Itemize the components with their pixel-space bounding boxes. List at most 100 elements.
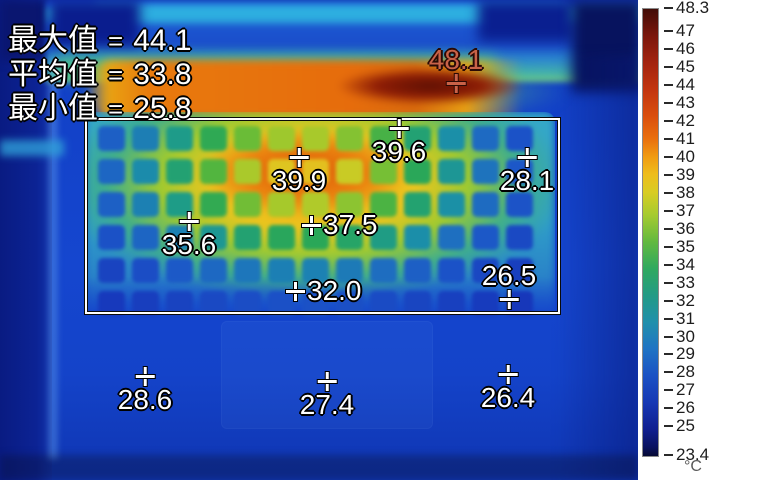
colorbar-tick-label: 48.3	[676, 0, 710, 17]
keyboard-key	[166, 291, 193, 316]
keyboard-key	[404, 159, 431, 184]
colorbar-tick	[664, 317, 673, 320]
cross-marker-icon	[289, 148, 309, 167]
keyboard-key	[336, 258, 363, 283]
colorbar-tick	[664, 227, 673, 230]
dark-patch	[478, 0, 573, 42]
keyboard-key	[370, 192, 397, 217]
colorbar-tick	[664, 407, 673, 410]
colorbar-tick	[664, 454, 673, 456]
colorbar-tick	[664, 7, 673, 9]
colorbar-tick-label: 36	[676, 218, 695, 238]
equals-sign: =	[108, 60, 124, 90]
keyboard-key	[132, 291, 159, 316]
colorbar-tick-label: 45	[676, 57, 695, 77]
keyboard-key	[404, 258, 431, 283]
background-left-strip	[0, 0, 52, 480]
stats-readout: 最大值 = 44.1 平均值 = 33.8 最小值 = 25.8	[8, 24, 192, 126]
colorbar-tick-label: 26	[676, 398, 695, 418]
stat-avg-label: 平均值	[8, 58, 98, 91]
colorbar-unit: °C	[684, 458, 702, 475]
keyboard-key	[438, 159, 465, 184]
keyboard-key	[302, 291, 329, 316]
colorbar-tick-label: 42	[676, 111, 695, 131]
measurement-region-rectangle	[85, 118, 560, 314]
keyboard-key	[472, 291, 499, 316]
stat-avg-value: 33.8	[133, 58, 192, 91]
stat-max-value: 44.1	[133, 24, 192, 57]
colorbar-tick	[664, 30, 673, 33]
keyboard-key	[268, 192, 295, 217]
cross-marker-icon	[302, 215, 321, 235]
keyboard-key	[336, 192, 363, 217]
colorbar-tick	[664, 281, 673, 284]
stat-min: 最小值 = 25.8	[8, 92, 192, 126]
background-corner	[0, 0, 50, 60]
keyboard-key	[370, 126, 397, 151]
keyboard-key	[302, 225, 329, 250]
keyboard-key	[200, 126, 227, 151]
keyboard-key	[234, 126, 261, 151]
keyboard-key	[370, 225, 397, 250]
keyboard-key	[98, 126, 125, 151]
keyboard-key	[404, 126, 431, 151]
keyboard-key	[200, 225, 227, 250]
keyboard-key	[472, 159, 499, 184]
colorbar-tick-label: 28	[676, 362, 695, 382]
colorbar-tick	[664, 66, 673, 69]
measurement-label: 32.0	[307, 275, 362, 306]
keyboard-key	[200, 258, 227, 283]
keyboard-key	[404, 225, 431, 250]
colorbar-tick	[664, 138, 673, 141]
keyboard-key	[438, 192, 465, 217]
measurement-label: 48.1	[428, 44, 484, 75]
keyboard-key	[336, 159, 363, 184]
measurement-label: 39.6	[371, 136, 427, 167]
colorbar-tick-label: 39	[676, 164, 695, 184]
keyboard-key	[472, 192, 499, 217]
cross-marker-icon	[317, 372, 337, 391]
colorbar-tick-label: 31	[676, 308, 695, 328]
keyboard-key	[98, 225, 125, 250]
colorbar-tick-label: 33	[676, 272, 695, 292]
keyboard-key	[438, 126, 465, 151]
keyboard-key	[234, 291, 261, 316]
colorbar-tick-label: 34	[676, 254, 695, 274]
keyboard-key	[268, 258, 295, 283]
colorbar-tick-label: 30	[676, 326, 695, 346]
colorbar-tick	[664, 102, 673, 105]
screen-cyan-streak	[95, 5, 565, 21]
colorbar-tick	[664, 353, 673, 356]
cross-marker-icon	[498, 365, 518, 384]
bottom-shadow	[0, 455, 638, 480]
colorbar-tick	[664, 48, 673, 51]
keyboard-key	[506, 258, 533, 283]
colorbar-tick	[664, 263, 673, 266]
keyboard-key	[268, 126, 295, 151]
measurement-label: 28.1	[499, 165, 555, 196]
stat-min-label: 最小值	[8, 92, 98, 125]
colorbar-tick	[664, 371, 673, 374]
keyboard-key	[268, 291, 295, 316]
thermal-image	[0, 0, 638, 480]
keyboard-key	[506, 159, 533, 184]
colorbar-tick-label: 38	[676, 182, 695, 202]
keyboard-keys	[98, 126, 533, 316]
measurement-point-28-6: 28.6	[118, 367, 172, 414]
cross-marker-icon	[135, 367, 155, 386]
colorbar-tick	[664, 299, 673, 302]
measurement-point-39-6: 39.6	[371, 119, 427, 167]
keyboard-key	[506, 192, 533, 217]
keyboard-key	[98, 192, 125, 217]
measurement-point-48-1: 48.1	[428, 44, 484, 93]
colorbar-tick-label: 40	[676, 147, 695, 166]
measurement-label: 26.5	[481, 260, 537, 291]
keyboard-key	[268, 159, 295, 184]
keyboard-key	[98, 291, 125, 316]
keyboard-key	[370, 291, 397, 316]
colorbar-tick	[664, 84, 673, 87]
keyboard-key	[506, 291, 533, 316]
colorbar-tick-label: 25	[676, 416, 695, 436]
keyboard-key	[302, 192, 329, 217]
